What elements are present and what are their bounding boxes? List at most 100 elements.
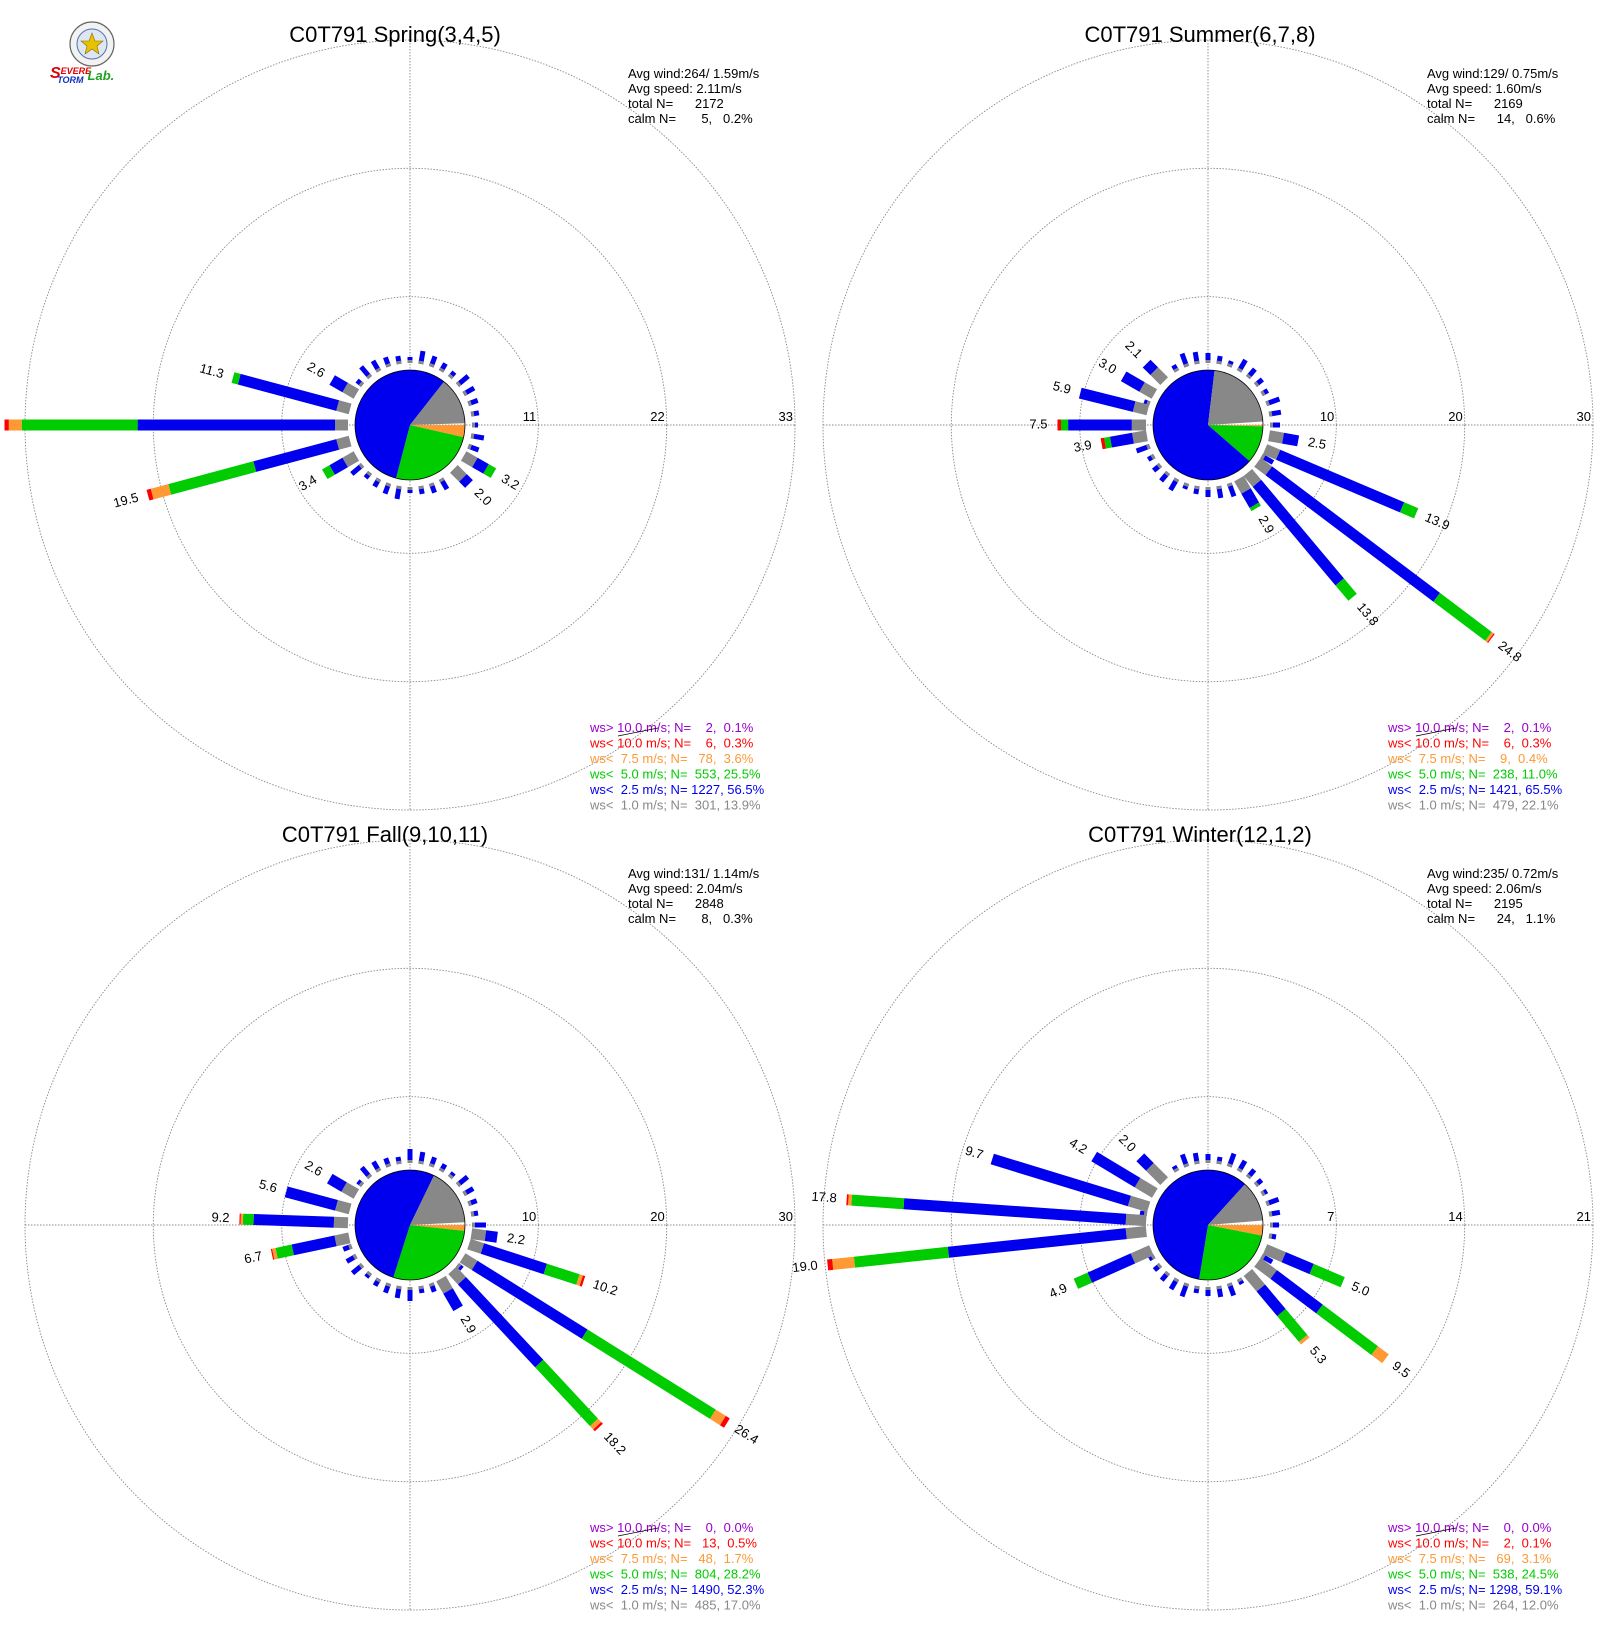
minor-petal-calm: [428, 363, 435, 368]
petal-segment-lt2-5: [1068, 419, 1132, 431]
petal: 11.3: [198, 360, 352, 415]
petal-segment-lt2-5: [472, 457, 489, 474]
grid-ring: [950, 967, 1466, 1483]
petal-segment-lt1: [1243, 469, 1262, 487]
petal-segment-lt2-5: [480, 1243, 547, 1275]
petal-segment-lt10: [579, 1275, 586, 1287]
petal-value-label: 11.3: [198, 360, 225, 381]
legend-entry: ws< 1.0 m/s; N= 479, 22.1%: [1387, 798, 1559, 813]
legend-entry: ws< 5.0 m/s; N= 804, 28.2%: [589, 1567, 761, 1582]
petal-segment-lt2-5: [1270, 1270, 1323, 1314]
petal-segment-lt2-5: [1091, 1151, 1141, 1188]
windrose-panel: 10 20 30 26.4 18.2 10.2 2.2 2.9 9.2 6.7 5.6 2.6 C0T7…: [24, 822, 796, 1613]
petal-segment-lt2-5: [459, 474, 473, 488]
petal-segment-lt10: [1487, 633, 1495, 643]
petal-segment-lt2-5: [1087, 1253, 1136, 1283]
minor-petal-calm: [455, 381, 462, 388]
minor-petal-calm: [385, 363, 392, 368]
petal-segment-lt1: [1146, 1163, 1168, 1185]
minor-petal-calm: [1260, 390, 1266, 397]
logo-star-icon: [80, 32, 104, 55]
ring-tick-label: 21: [1577, 1209, 1591, 1224]
minor-petal-calm: [428, 1282, 435, 1287]
petal-segment-lt10: [846, 1194, 849, 1206]
petal-segment-lt10: [1100, 437, 1106, 450]
pie-slice-lt1: [410, 381, 465, 425]
legend-entry: ws> 10.0 m/s; N= 0, 0.0%: [589, 1520, 754, 1535]
petal: 32.0: [4, 419, 348, 431]
grid-ring: [152, 967, 668, 1483]
minor-petal-calm: [455, 1262, 462, 1269]
petal-value-label: 2.6: [302, 1157, 325, 1179]
petal-value-label: 3.9: [1072, 437, 1092, 455]
ring-tick-label: 10: [522, 1209, 536, 1224]
petal-segment-lt2-5: [284, 1186, 338, 1211]
ring-tick-label: 20: [650, 1209, 664, 1224]
minor-petal-calm: [396, 1160, 402, 1165]
petal: 9.7: [964, 1143, 1151, 1213]
legend-entry: ws< 1.0 m/s; N= 485, 17.0%: [589, 1598, 761, 1613]
petal-segment-lt1: [342, 451, 360, 468]
petal-segment-lt2-5: [291, 1235, 337, 1256]
petal-segment-lt2-5: [1241, 488, 1260, 508]
petal-value-label: 10.2: [591, 1276, 620, 1298]
petal-segment-lt10: [593, 1422, 603, 1432]
legend-entry: ws< 1.0 m/s; N= 264, 12.0%: [1387, 1598, 1559, 1613]
petal-segment-lt7-5: [590, 1418, 602, 1430]
minor-petal-calm: [366, 373, 373, 380]
minor-petal-calm: [1268, 1233, 1273, 1239]
legend-entry: ws< 10.0 m/s; N= 13, 0.5%: [589, 1536, 757, 1551]
petal-segment-lt7-5: [272, 1248, 278, 1260]
petal-segment-lt5: [1061, 419, 1069, 431]
petal-value-label: 3.2: [499, 471, 522, 493]
petal-segment-lt5: [275, 1244, 294, 1259]
petal-value-label: 4.2: [1067, 1135, 1090, 1157]
petal-value-label: 9.2: [211, 1210, 230, 1226]
petal: 18.2: [448, 1266, 629, 1458]
minor-petal-calm: [1236, 1167, 1243, 1173]
petal-value-label: 19.5: [112, 490, 140, 511]
petal-segment-lt5: [1249, 502, 1261, 512]
pie-outline: [354, 369, 466, 481]
legend-entry: ws< 10.0 m/s; N= 2, 0.1%: [1387, 1536, 1552, 1551]
petal-segment-lt7-5: [832, 1256, 855, 1270]
minor-petal-calm: [385, 1163, 392, 1168]
petal: 17.8: [811, 1189, 1147, 1227]
petal-segment-lt2-5: [329, 375, 348, 393]
minor-petal-calm: [1245, 373, 1252, 380]
petal: 19.5: [112, 435, 352, 511]
minor-petal-calm: [1183, 1282, 1190, 1287]
petal-value-label: 5.3: [1307, 1343, 1330, 1366]
stat-line: total N= 2172: [628, 96, 724, 111]
minor-petal-calm: [418, 1285, 424, 1290]
petal: 3.2: [460, 451, 522, 493]
petal-value-label: 3.0: [1096, 355, 1119, 377]
petal-segment-lt1: [1234, 475, 1251, 494]
petal-segment-lt1: [450, 465, 467, 482]
petal-value-label: 17.8: [811, 1189, 837, 1206]
minor-petal-calm: [396, 1285, 402, 1290]
pie-slice-lt1: [410, 1175, 465, 1225]
petal-segment-lt2-5: [253, 1214, 335, 1228]
windrose-panel: 10 20 30 24.8 13.9 13.8 2.5 2.9 7.5 5.9 3.9 3.02.1 C…: [822, 22, 1594, 813]
stat-line: calm N= 5, 0.2%: [628, 111, 753, 126]
petal-segment-lt1: [335, 419, 348, 431]
ring-tick-label: 30: [1577, 409, 1591, 424]
minor-petal-calm: [1173, 1277, 1180, 1283]
petal: 5.6: [257, 1176, 352, 1215]
petal-segment-lt1: [1125, 1226, 1147, 1240]
petal: 2.2: [470, 1228, 526, 1247]
petal-segment-lt1: [1134, 1177, 1158, 1198]
minor-petal-calm: [467, 1200, 472, 1207]
legend-divider: [617, 1527, 659, 1537]
minor-petal-calm: [1173, 367, 1180, 373]
minor-petal-calm: [358, 462, 365, 469]
minor-petal-calm: [447, 1173, 454, 1180]
panel-title: C0T791 Spring(3,4,5): [289, 22, 501, 47]
pie-slice-lt2-5: [354, 370, 444, 479]
minor-petal-calm: [1150, 1253, 1156, 1260]
petal-segment-lt5: [543, 1263, 580, 1285]
minor-petal-calm: [396, 485, 402, 490]
petal: 24.8: [1254, 457, 1525, 665]
